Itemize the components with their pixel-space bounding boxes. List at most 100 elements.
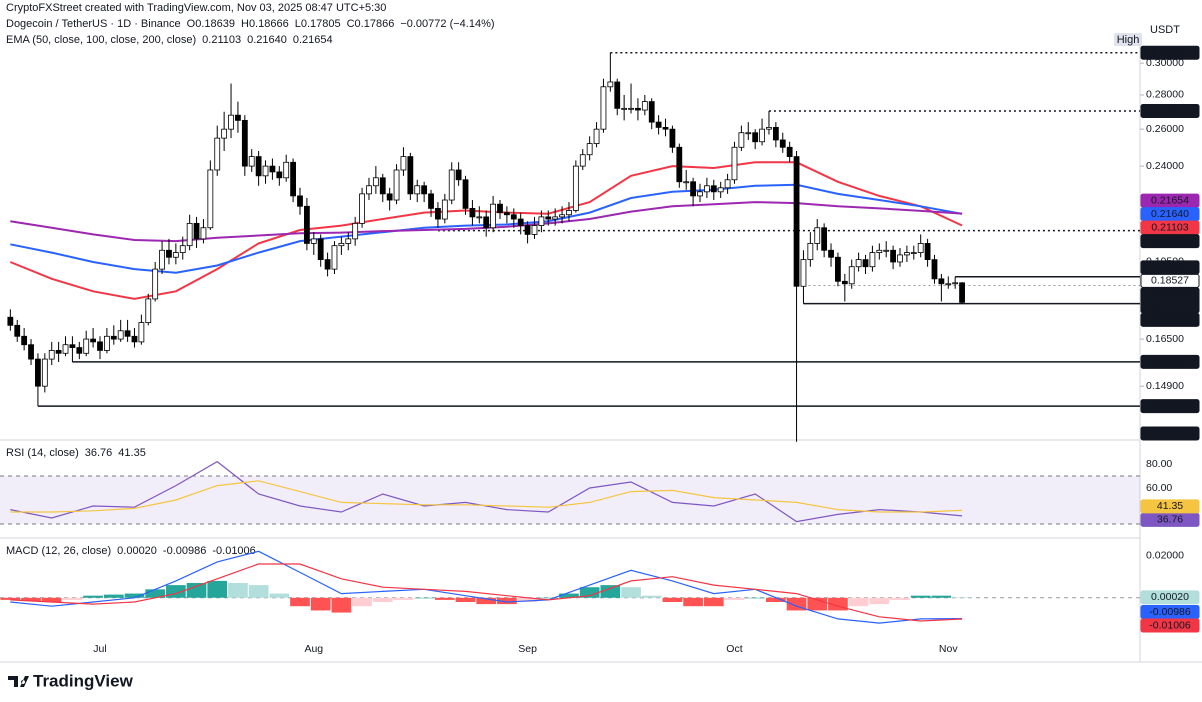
macd-histogram-bar	[455, 597, 476, 602]
candle-body	[959, 282, 965, 303]
candle-body	[490, 203, 497, 229]
macd-histogram-bar	[703, 597, 724, 607]
macd-histogram-bar	[62, 597, 83, 600]
candle-body	[331, 245, 338, 270]
macd-histogram-bar	[0, 597, 21, 600]
price-tag	[1140, 234, 1200, 249]
candle-body	[841, 280, 848, 285]
candle-body	[655, 121, 662, 128]
x-tick-label: Aug	[304, 643, 323, 655]
y-tick-label: 0.16500	[1146, 333, 1184, 345]
macd-histogram-bar	[745, 597, 766, 599]
candle-body	[297, 195, 303, 207]
macd-histogram-bar	[145, 589, 166, 598]
candle-body	[179, 245, 186, 253]
candle-body	[462, 179, 469, 209]
candle-body	[897, 254, 903, 263]
candle-body	[793, 156, 800, 287]
macd-histogram-bar	[579, 587, 600, 598]
candle-body	[41, 358, 48, 387]
macd-histogram-bar	[641, 595, 662, 598]
candle-body	[152, 268, 159, 300]
candle-body	[903, 252, 910, 256]
price-tag-label: 0.21640	[1151, 208, 1189, 220]
macd-line	[10, 563, 963, 622]
candle-body	[283, 161, 290, 179]
price-tag-label: 0.30684	[1151, 46, 1189, 58]
macd-histogram-bar	[766, 597, 786, 602]
candle-body	[310, 238, 317, 244]
candle-body	[435, 207, 441, 220]
candle-body	[248, 156, 255, 167]
candle-body	[379, 177, 386, 195]
x-tick-label: Sep	[518, 643, 537, 655]
candle-body	[766, 126, 772, 130]
candle-body	[869, 252, 876, 268]
macd-histogram-bar	[600, 585, 621, 598]
macd-histogram-bar	[869, 597, 890, 605]
legend-text: L0.17805	[295, 18, 341, 30]
candle-body	[193, 222, 200, 240]
candle-body	[421, 185, 428, 195]
legend-text: EMA (50, close, 100, close, 200, close)	[6, 34, 196, 46]
macd-histogram-bar	[538, 597, 559, 599]
candle-body	[269, 165, 276, 173]
candle-body	[938, 278, 945, 285]
candle-body	[352, 222, 359, 240]
candle-body	[945, 283, 952, 286]
candle-body	[697, 191, 703, 197]
legend-text: 36.76	[85, 447, 113, 459]
candle-body	[235, 114, 241, 121]
macd-histogram-bar	[372, 597, 393, 602]
candle-body	[676, 146, 683, 183]
price-tag-label: 0.20869	[1151, 235, 1189, 247]
candle-body	[538, 216, 545, 226]
candle-body	[159, 249, 165, 270]
candle-body	[221, 128, 228, 139]
y-tick-label: 0.24000	[1146, 160, 1184, 172]
price-tag-label: 0.00020	[1151, 591, 1189, 603]
candle-body	[572, 165, 579, 211]
candle-body	[883, 249, 890, 252]
candle-body	[345, 238, 352, 244]
candle-body	[510, 214, 517, 220]
price-tag-label: 0.21654	[1151, 194, 1189, 206]
candle-body	[814, 227, 821, 244]
candle-body	[214, 137, 221, 171]
legend-text: C0.17866	[347, 18, 395, 30]
macd-histogram-bar	[621, 587, 641, 598]
price-tag	[1140, 354, 1200, 369]
candle-body	[428, 193, 434, 209]
candle-body	[503, 212, 510, 216]
macd-line	[10, 550, 963, 624]
price-tag-label: 0.18884	[1151, 261, 1189, 273]
candle-body	[890, 249, 897, 263]
macd-histogram-bar	[269, 593, 290, 598]
candle-body	[924, 243, 931, 261]
candle-body	[600, 86, 607, 130]
price-tag-label: 0.17816	[1151, 314, 1189, 326]
candle-body	[69, 344, 76, 348]
price-tag	[1140, 426, 1200, 441]
candle-body	[414, 185, 421, 195]
candle-body	[241, 119, 248, 167]
candle-body	[145, 298, 152, 323]
candle-body	[517, 218, 524, 226]
candle-body	[393, 169, 400, 201]
candle-body	[545, 216, 552, 220]
legend-text: 0.21103	[202, 34, 241, 46]
candle-body	[276, 171, 283, 179]
macd-histogram-bar	[559, 593, 579, 598]
macd-histogram-bar	[910, 595, 931, 598]
legend-text: O0.18639	[187, 18, 235, 30]
macd-histogram-bar	[248, 585, 269, 598]
candle-body	[703, 185, 710, 193]
candle-body	[669, 128, 676, 148]
candle-body	[531, 225, 538, 235]
candle-body	[448, 169, 455, 201]
candle-body	[110, 335, 117, 340]
candle-body	[848, 266, 855, 285]
candle-body	[731, 146, 738, 181]
candle-body	[35, 358, 41, 387]
